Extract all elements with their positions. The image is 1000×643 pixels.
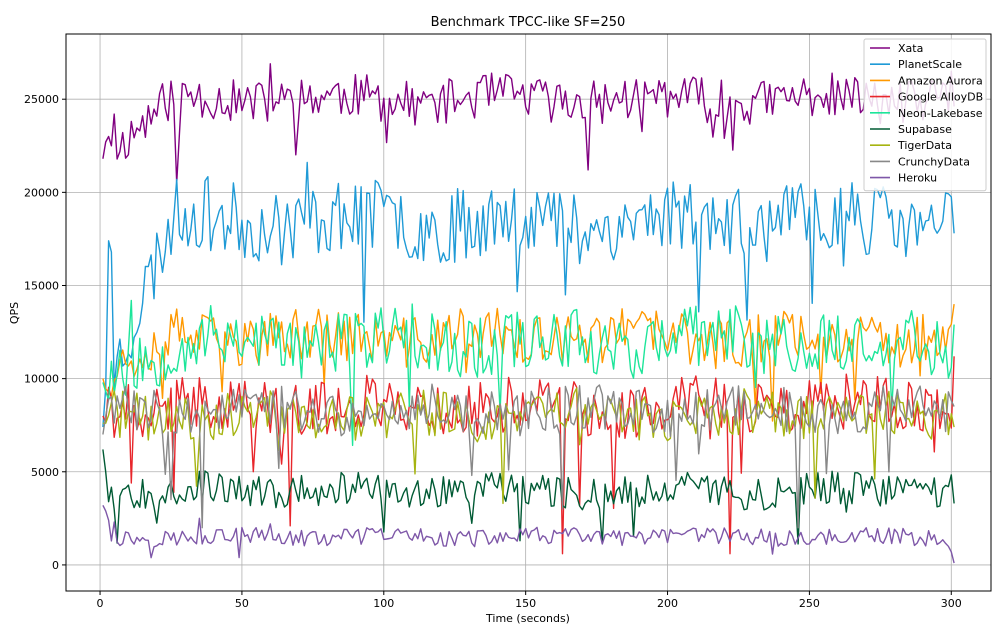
plot-frame <box>65 33 992 592</box>
x-tick-label: 100 <box>373 597 394 610</box>
x-tick-label: 300 <box>941 597 962 610</box>
series-line-tigerdata <box>102 387 955 505</box>
legend-label: TigerData <box>897 139 952 152</box>
series-line-neon-lakebase <box>102 299 955 447</box>
legend-label: Neon-Lakebase <box>898 107 983 120</box>
legend-box <box>863 38 987 192</box>
y-tick-label: 0 <box>52 559 59 572</box>
x-tick-label: 250 <box>799 597 820 610</box>
y-tick-label: 25000 <box>24 93 59 106</box>
x-tick-label: 0 <box>97 597 104 610</box>
series-line-xata <box>102 63 955 184</box>
y-tick-label: 5000 <box>31 466 59 479</box>
y-tick-label: 15000 <box>24 279 59 292</box>
x-tick-label: 200 <box>657 597 678 610</box>
legend-label: Amazon Aurora <box>898 74 983 87</box>
series-line-amazon-aurora <box>102 304 955 422</box>
legend-label: Supabase <box>898 123 952 136</box>
x-axis-label: Time (seconds) <box>485 612 570 625</box>
legend: Xata PlanetScale Amazon Aurora Google Alloy… <box>863 38 987 192</box>
legend-label: Xata <box>898 42 923 55</box>
y-tick-label: 10000 <box>24 373 59 386</box>
gridlines <box>66 34 991 591</box>
x-tick-label: 50 <box>235 597 249 610</box>
series-line-planetscale <box>102 161 955 428</box>
series-line-heroku <box>102 504 955 564</box>
legend-label: Heroku <box>898 172 937 185</box>
series-layer <box>102 63 955 564</box>
chart-title: Benchmark TPCC-like SF=250 <box>431 15 626 30</box>
legend-label: CrunchyData <box>898 155 970 168</box>
legend-label: PlanetScale <box>898 58 962 71</box>
y-tick-label: 20000 <box>24 186 59 199</box>
series-line-supabase <box>102 449 955 545</box>
ticks: 0 50 100 150 200 250 300 0 5000 10000 15000 20000 25… <box>24 93 962 610</box>
y-axis-label: QPS <box>8 302 21 324</box>
series-line-crunchydata <box>102 383 955 529</box>
legend-label: Google AlloyDB <box>898 91 983 104</box>
x-tick-label: 150 <box>515 597 536 610</box>
